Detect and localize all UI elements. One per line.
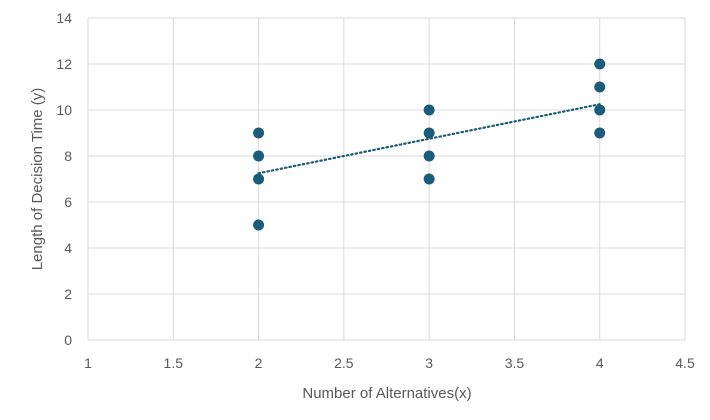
data-point <box>594 81 606 93</box>
data-point <box>423 173 435 185</box>
data-point <box>423 127 435 139</box>
y-tick-label: 4 <box>64 240 72 256</box>
x-tick-label: 1.5 <box>164 355 184 371</box>
x-tick-label: 1 <box>84 355 92 371</box>
data-point <box>253 219 265 231</box>
x-tick-label: 2.5 <box>334 355 354 371</box>
data-point <box>594 58 606 70</box>
x-tick-label: 4.5 <box>675 355 695 371</box>
trendline-layer <box>257 103 601 175</box>
trendline <box>257 103 601 175</box>
y-axis-ticks: 0 2 4 6 8 10 12 14 <box>56 10 72 348</box>
y-axis-title: Length of Decision Time (y) <box>29 88 46 271</box>
x-tick-label: 3.5 <box>505 355 525 371</box>
data-point <box>594 127 606 139</box>
data-point <box>253 127 265 139</box>
data-point <box>423 104 435 116</box>
x-axis-ticks: 1 1.5 2 2.5 3 3.5 4 4.5 <box>84 355 695 371</box>
data-point <box>594 104 606 116</box>
data-points <box>253 58 606 231</box>
x-tick-label: 4 <box>596 355 604 371</box>
x-tick-label: 3 <box>425 355 433 371</box>
data-point <box>253 173 265 185</box>
y-tick-label: 0 <box>64 332 72 348</box>
y-tick-label: 2 <box>64 286 72 302</box>
y-tick-label: 6 <box>64 194 72 210</box>
x-axis-title: Number of Alternatives(x) <box>302 385 471 402</box>
x-tick-label: 2 <box>255 355 263 371</box>
y-tick-label: 14 <box>56 10 72 26</box>
y-tick-label: 8 <box>64 148 72 164</box>
y-tick-label: 12 <box>56 56 72 72</box>
data-point <box>253 150 265 162</box>
y-tick-label: 10 <box>56 102 72 118</box>
data-point <box>423 150 435 162</box>
